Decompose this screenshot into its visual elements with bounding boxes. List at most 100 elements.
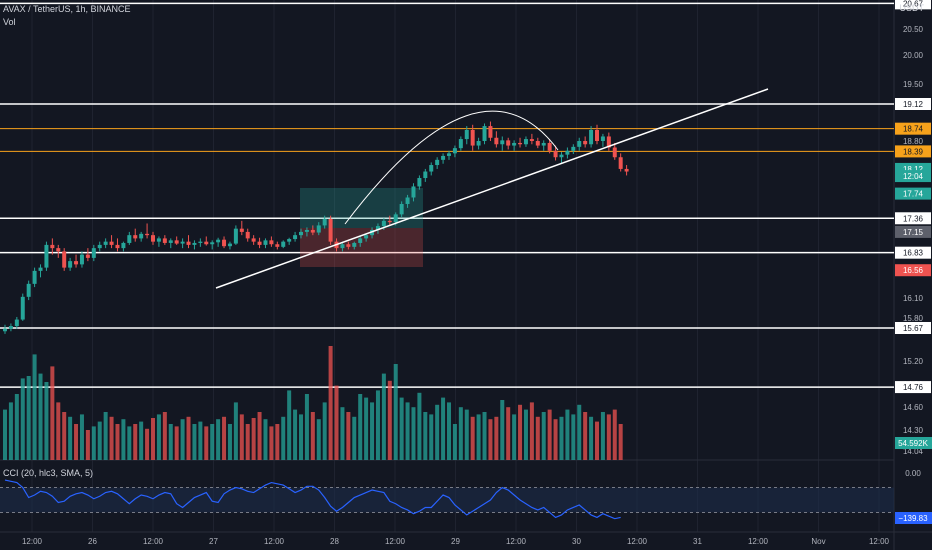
volume-bar: [245, 424, 250, 460]
candle-body: [192, 242, 197, 245]
volume-legend[interactable]: Vol: [3, 17, 16, 27]
volume-bar: [606, 414, 611, 460]
candle-body: [417, 178, 422, 187]
volume-bar: [565, 409, 570, 460]
volume-bar: [251, 418, 256, 460]
volume-bar: [227, 424, 232, 460]
candle-body: [91, 248, 96, 258]
candles: [3, 121, 629, 334]
candle-body: [571, 146, 576, 151]
time-tick: 12:00: [748, 537, 769, 546]
candle-body: [322, 218, 327, 226]
volume-bar: [316, 419, 321, 460]
volume-bar: [44, 382, 49, 460]
volume-bar: [186, 416, 191, 460]
candle-body: [523, 139, 528, 145]
candle-body: [470, 129, 475, 146]
candle-body: [281, 241, 286, 247]
candle-body: [535, 141, 540, 146]
volume-bar: [281, 416, 286, 460]
candle-body: [381, 220, 386, 227]
volume-bar: [3, 409, 7, 460]
volume-bar: [91, 426, 96, 460]
volume-bar: [506, 407, 511, 460]
candle-body: [541, 142, 546, 146]
arc-drawing[interactable]: [344, 110, 559, 225]
volume-bar: [115, 424, 120, 460]
volume-bar: [310, 412, 315, 460]
volume-bar: [482, 412, 487, 460]
candle-body: [3, 328, 7, 332]
candle-body: [245, 231, 250, 239]
price-tick: 20.50: [903, 25, 924, 34]
candle-body: [97, 244, 102, 249]
time-tick: 12:00: [506, 537, 527, 546]
level-badge: [895, 322, 931, 334]
stop-zone[interactable]: [300, 228, 423, 267]
level-badge: [895, 381, 931, 394]
volume-bar: [518, 404, 523, 460]
volume-bar: [97, 421, 102, 460]
candle-body: [458, 139, 463, 149]
candle-body: [239, 228, 244, 232]
volume-bar: [358, 394, 363, 460]
horizontal-levels[interactable]: [0, 2, 894, 388]
volume-bar: [109, 416, 114, 460]
price-axis[interactable]: 20.5020.0019.5018.8016.1015.8015.2014.90…: [895, 0, 932, 524]
price-badge-label: 17.15: [903, 228, 924, 237]
volume-bar: [103, 412, 108, 460]
volume-bar: [210, 424, 215, 460]
level-badge-label: 15.67: [903, 324, 924, 333]
volume-bar: [328, 346, 333, 460]
candle-body: [606, 136, 611, 148]
candle-body: [139, 233, 144, 239]
time-tick: 12:00: [22, 537, 43, 546]
volume-bar: [32, 354, 37, 460]
cci-legend[interactable]: CCI (20, hlc3, SMA, 5): [3, 468, 94, 478]
time-axis[interactable]: 12:00 26 12:00 27 12:00 28 12:00 29 12:00 30 12:00…: [22, 537, 890, 546]
volume-bar: [79, 414, 84, 460]
level-badge: [895, 98, 931, 110]
volume-bar: [26, 376, 31, 460]
candle-body: [529, 139, 534, 142]
candle-body: [198, 241, 203, 243]
volume-bar: [74, 424, 79, 460]
candle-body: [79, 254, 84, 265]
volume-bar: [441, 397, 446, 460]
candle-body: [263, 240, 268, 245]
target-zone[interactable]: [300, 188, 423, 228]
candle-body: [151, 235, 155, 242]
symbol-legend[interactable]: AVAX / TetherUS, 1h, BINANCE: [3, 4, 131, 14]
volume-bar: [452, 424, 457, 460]
price-tick: 14.60: [903, 403, 924, 412]
volume-bar: [387, 380, 392, 460]
time-tick: 31: [693, 537, 702, 546]
price-badge: [895, 225, 931, 238]
drawings[interactable]: [215, 88, 769, 289]
level-badge: [895, 122, 931, 135]
volume-bar: [476, 414, 481, 460]
price-tick: 15.80: [903, 314, 924, 323]
candle-body: [257, 241, 262, 245]
trendline[interactable]: [215, 88, 769, 289]
volume-bar: [411, 407, 416, 460]
candle-body: [74, 261, 79, 265]
candle-body: [56, 248, 61, 252]
level-badge-label: 17.36: [903, 214, 924, 223]
time-tick: 29: [451, 537, 460, 546]
volume-bar: [512, 414, 517, 460]
candle-body: [174, 240, 179, 244]
level-badge: [895, 246, 931, 259]
volume-bar: [500, 400, 505, 460]
price-tick: 18.80: [903, 137, 924, 146]
candle-body: [411, 186, 416, 198]
volume-bars: [3, 346, 623, 460]
candle-body: [287, 239, 292, 242]
candle-body: [310, 229, 315, 233]
volume-bar: [275, 424, 280, 460]
volume-bar: [399, 397, 404, 460]
candle-body: [559, 154, 564, 158]
volume-bar: [198, 421, 203, 460]
